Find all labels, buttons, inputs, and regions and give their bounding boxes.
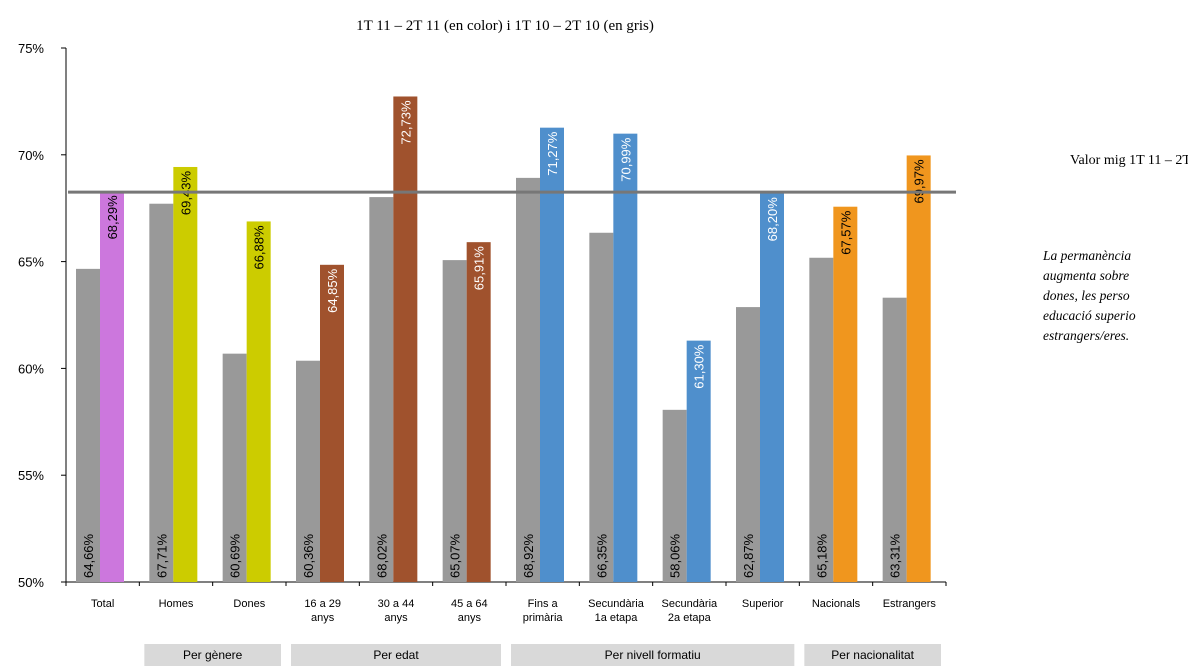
bar-current-period [760,193,784,583]
data-label-current-period: 67,57% [838,210,853,255]
x-category-label: Secundària 2a etapa [662,598,719,624]
data-label-previous-period: 68,92% [521,533,536,578]
bar-previous-period [149,203,174,582]
data-label-current-period: 70,99% [618,137,633,182]
bar-previous-period [76,268,100,582]
y-tick-label: 50% [18,575,44,590]
data-label-current-period: 69,97% [912,159,927,204]
y-tick-label: 75% [18,41,44,56]
bar-current-period [173,166,198,582]
bar-current-period [100,191,124,582]
data-label-current-period: 64,85% [325,268,340,313]
data-label-current-period: 72,73% [398,100,413,145]
group-box [804,644,941,666]
bar-current-period [833,206,858,582]
x-category-label: 45 a 64 anys [451,598,488,624]
data-label-previous-period: 66,35% [594,533,609,578]
bar-previous-period [882,297,907,582]
bar-current-period [466,242,491,582]
data-label-previous-period: 68,02% [374,533,389,578]
group-label: Per gènere [183,648,243,662]
data-label-current-period: 68,20% [765,197,780,242]
bar-current-period [320,264,344,582]
x-category-label: Fins a primària [523,598,564,624]
data-label-previous-period: 62,87% [741,533,756,578]
data-label-previous-period: 58,06% [668,533,683,578]
annotation-line: augmenta sobre [1043,268,1129,283]
x-category-label: Nacionals [812,598,861,610]
x-category-label: 16 a 29 anys [304,598,341,624]
x-category-label: 30 a 44 anys [378,598,415,624]
bar-current-period [686,340,711,582]
bar-previous-period [296,360,320,582]
annotation-line: La permanència [1042,248,1131,263]
bar-current-period [613,133,638,582]
bar-current-period [246,221,271,582]
bar-previous-period [369,197,394,582]
data-label-previous-period: 63,31% [888,533,903,578]
bar-current-period [393,96,418,583]
data-label-previous-period: 65,18% [814,533,829,578]
data-label-previous-period: 64,66% [81,533,96,578]
y-tick-label: 60% [18,361,44,376]
group-box [291,644,501,666]
data-label-previous-period: 60,69% [228,533,243,578]
annotation-line: dones, les perso [1043,288,1130,303]
chart-title: 1T 11 – 2T 11 (en color) i 1T 10 – 2T 10… [356,18,654,34]
bar-current-period [540,127,564,583]
annotation-line: educació superio [1043,308,1136,323]
data-label-current-period: 65,91% [472,246,487,291]
data-label-current-period: 68,29% [105,195,120,240]
bar-previous-period [442,260,467,582]
data-label-current-period: 61,30% [692,344,707,389]
plot-area: 50% 55% 60% 65% 70% 75% 64,66% 68,29% Total 67,71… [18,41,956,666]
bar-previous-period [736,307,760,582]
group-label: Per edat [373,648,419,662]
reference-line-label: Valor mig 1T 11 – 2T 11 [1070,153,1188,168]
y-tick-label: 70% [18,148,44,163]
data-label-current-period: 71,27% [545,131,560,176]
x-category-label: Homes [159,598,194,610]
bar-previous-period [662,409,687,582]
x-category-label: Superior [742,598,784,610]
bar-current-period [906,155,931,582]
annotation-line: estrangers/eres. [1043,328,1129,343]
x-category-label: Estrangers [883,598,937,610]
bar-previous-period [589,232,614,582]
data-label-previous-period: 60,36% [301,533,316,578]
x-category-label: Total [91,598,114,610]
bar-previous-period [809,257,834,582]
bar-previous-period [516,177,540,582]
y-tick-label: 65% [18,255,44,270]
y-tick-label: 55% [18,468,44,483]
x-category-label: Secundària 1a etapa [588,598,645,624]
group-box [144,644,281,666]
data-label-previous-period: 67,71% [154,533,169,578]
annotation-note: La permanència augmenta sobre dones, les p… [1042,248,1136,343]
data-label-current-period: 66,88% [252,225,267,270]
x-category-label: Dones [233,598,265,610]
group-box [511,644,795,666]
data-label-previous-period: 65,07% [448,533,463,578]
group-label: Per nacionalitat [831,648,914,662]
bar-previous-period [222,353,247,582]
group-label: Per nivell formatiu [605,648,701,662]
